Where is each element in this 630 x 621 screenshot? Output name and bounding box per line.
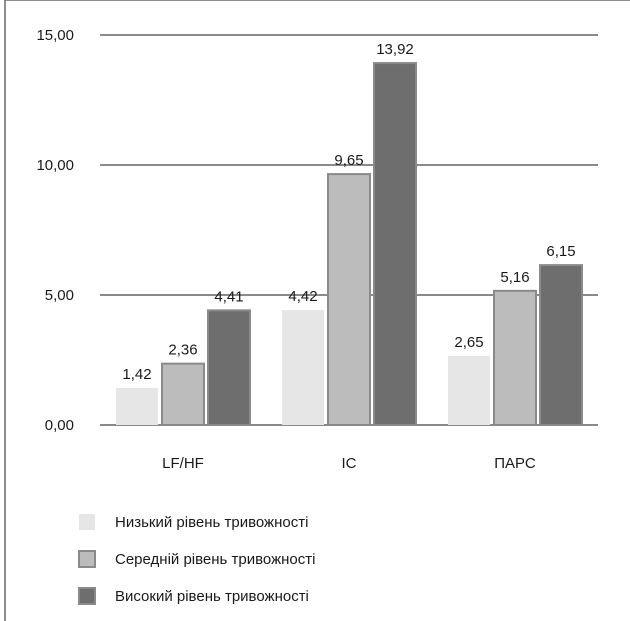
bar-high-2 — [539, 264, 583, 426]
y-tick-label: 15,00 — [36, 27, 74, 44]
bar-low-0 — [116, 388, 158, 425]
legend-label: Високий рівень тривожності — [115, 588, 309, 605]
bar-low-1 — [282, 310, 324, 425]
y-axis-ticks: 0,00 5,00 10,00 15,00 — [36, 27, 74, 434]
data-labels: 1,42 2,36 4,41 4,42 9,65 13,92 2,65 5,16 6,15 — [122, 41, 575, 383]
legend-swatch — [79, 514, 95, 530]
legend-swatch — [78, 587, 96, 605]
data-label: 2,65 — [454, 334, 483, 351]
legend: Низький рівень тривожності Середній рівен… — [78, 514, 315, 605]
bar-low-2 — [448, 356, 490, 425]
y-tick-label: 0,00 — [45, 417, 74, 434]
y-tick-label: 5,00 — [45, 287, 74, 304]
bar-medium-2 — [493, 289, 537, 426]
data-label: 2,36 — [168, 342, 197, 359]
legend-label: Середній рівень тривожності — [115, 551, 315, 568]
bar-medium-0 — [161, 362, 205, 427]
data-label: 6,15 — [546, 243, 575, 260]
bar-high-0 — [207, 309, 251, 426]
bar-medium-1 — [327, 173, 371, 426]
data-label: 5,16 — [500, 269, 529, 286]
category-label: ПАРС — [494, 455, 536, 472]
category-label: LF/HF — [162, 455, 204, 472]
x-axis-categories: LF/HF IC ПАРС — [162, 455, 536, 472]
legend-label: Низький рівень тривожності — [115, 514, 308, 531]
bars — [116, 62, 583, 427]
bar-high-1 — [373, 62, 417, 427]
data-label: 4,42 — [288, 288, 317, 305]
data-label: 13,92 — [376, 41, 414, 58]
data-label: 4,41 — [214, 288, 243, 305]
legend-swatch — [78, 550, 96, 568]
category-label: IC — [342, 455, 357, 472]
data-label: 9,65 — [334, 152, 363, 169]
y-tick-label: 10,00 — [36, 157, 74, 174]
data-label: 1,42 — [122, 366, 151, 383]
